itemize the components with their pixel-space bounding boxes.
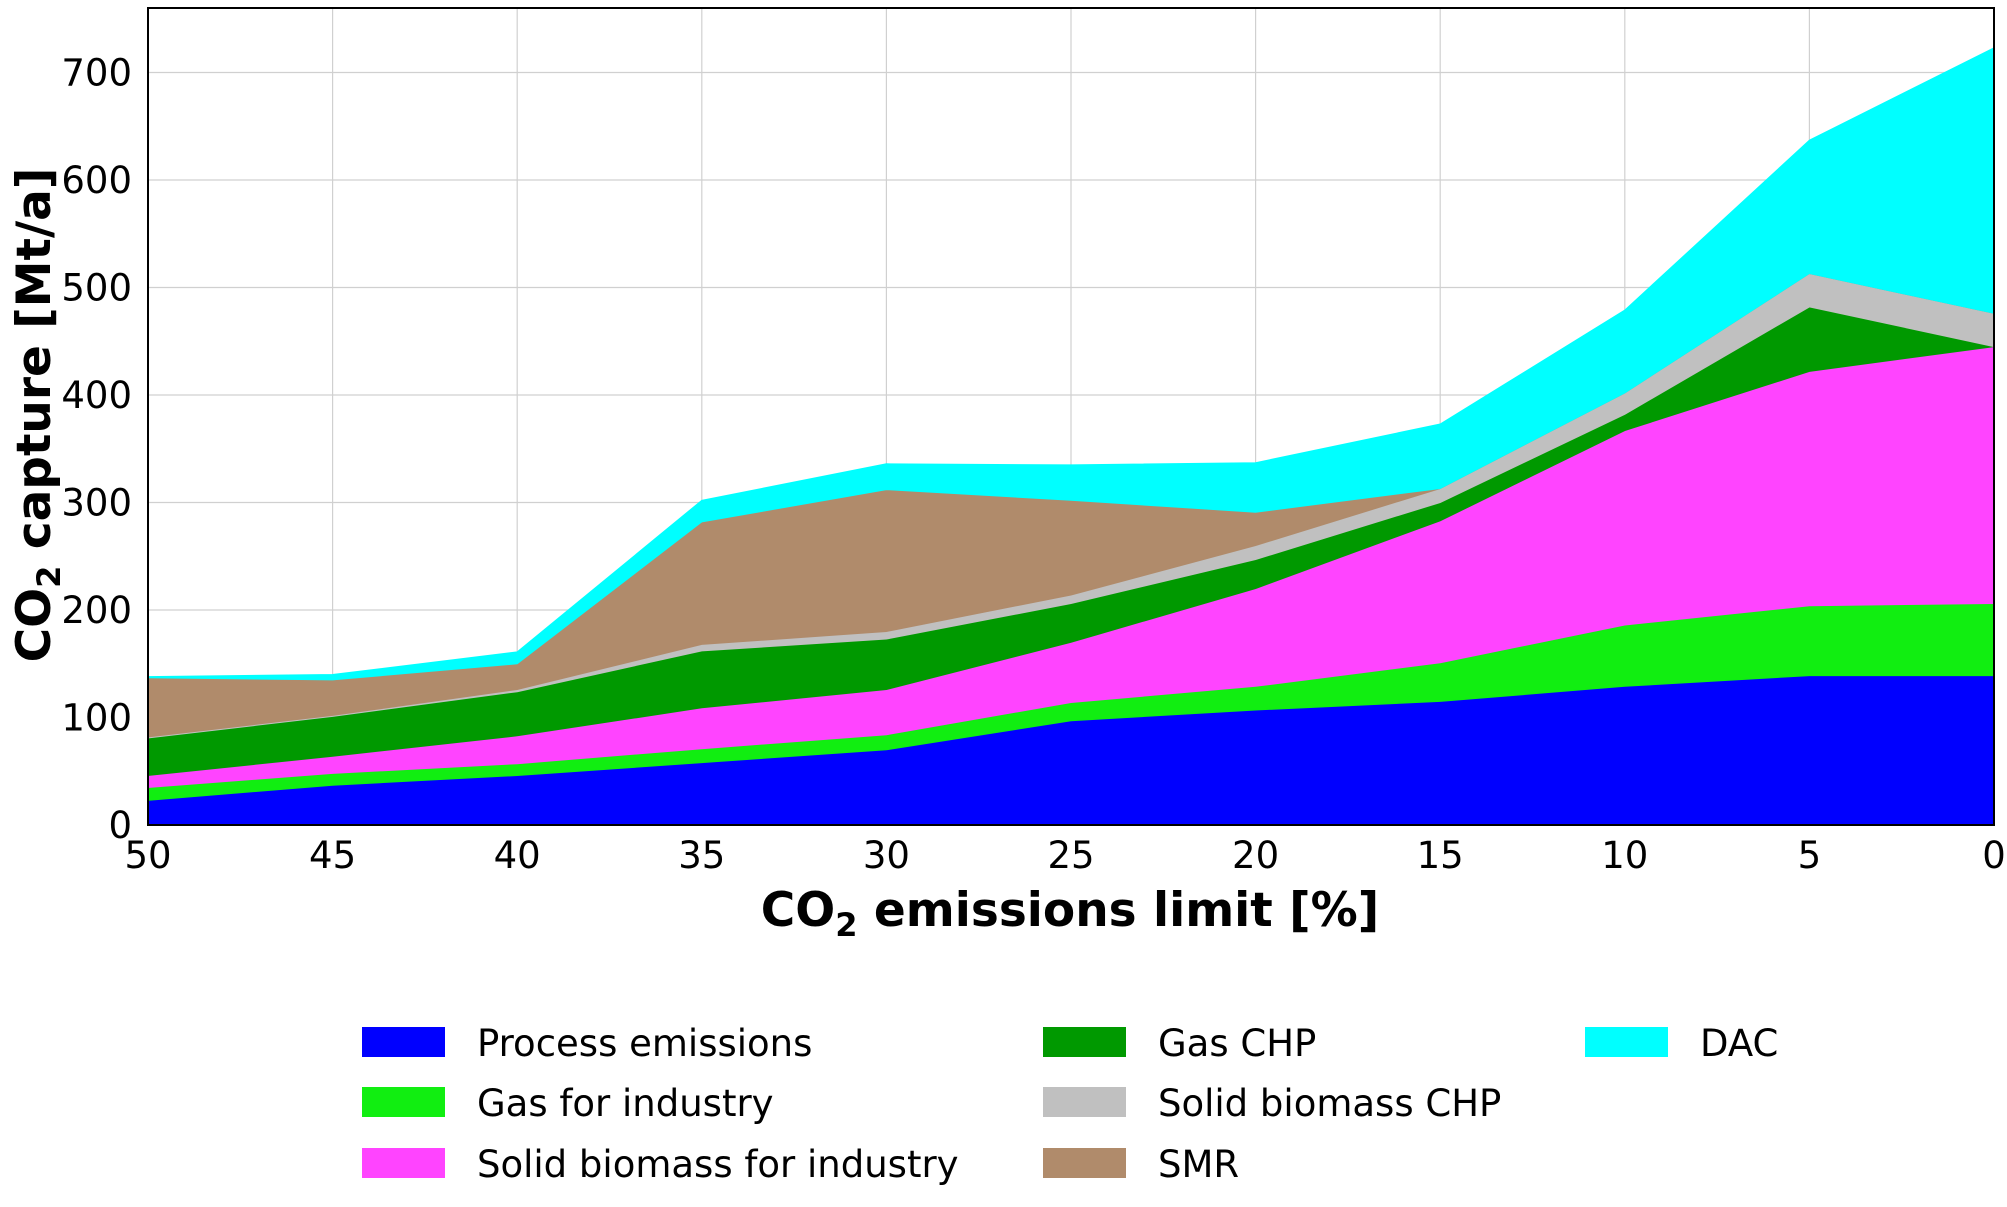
x-tick-label-30: 30 — [863, 834, 910, 877]
x-tick-label-20: 20 — [1232, 834, 1279, 877]
x-axis-title-sub: 2 — [835, 906, 857, 944]
legend-label-process-emissions: Process emissions — [477, 1022, 812, 1065]
x-axis-title-co: CO — [761, 883, 835, 938]
y-axis-ticks: 0 100 200 300 400 500 600 700 — [61, 52, 132, 848]
y-tick-label-300: 300 — [61, 482, 132, 525]
legend-swatch-solid-biomass-chp — [1043, 1087, 1126, 1117]
legend-item-solid-biomass-for-industry: Solid biomass for industry — [362, 1143, 959, 1186]
y-tick-label-400: 400 — [61, 374, 132, 417]
legend-swatch-gas-chp — [1043, 1027, 1126, 1057]
legend-label-solid-biomass-for-industry: Solid biomass for industry — [477, 1143, 959, 1186]
x-tick-label-50: 50 — [124, 834, 171, 877]
legend-swatch-process-emissions — [362, 1027, 445, 1057]
legend-swatch-dac — [1585, 1027, 1668, 1057]
plot-frame — [147, 7, 1995, 826]
legend-item-smr: SMR — [1043, 1143, 1239, 1186]
x-tick-label-5: 5 — [1798, 834, 1822, 877]
legend-item-dac: DAC — [1585, 1022, 1778, 1065]
legend-label-solid-biomass-chp: Solid biomass CHP — [1158, 1082, 1501, 1125]
y-tick-label-600: 600 — [61, 159, 132, 202]
x-axis-title-rest: emissions limit [%] — [858, 883, 1380, 938]
x-tick-label-15: 15 — [1417, 834, 1464, 877]
x-tick-label-25: 25 — [1047, 834, 1094, 877]
y-tick-label-100: 100 — [61, 697, 132, 740]
legend: Process emissions Gas for industry Solid b… — [362, 1022, 1778, 1186]
x-axis-title: CO2 emissions limit [%] — [761, 883, 1379, 944]
y-axis-title-rest: capture [Mt/a] — [7, 168, 62, 566]
stacked-areas — [147, 46, 1995, 826]
legend-label-smr: SMR — [1158, 1143, 1239, 1186]
legend-item-gas-for-industry: Gas for industry — [362, 1082, 774, 1125]
y-axis-title-co: CO — [7, 588, 62, 662]
y-tick-label-200: 200 — [61, 589, 132, 632]
legend-label-dac: DAC — [1700, 1022, 1778, 1065]
x-tick-label-10: 10 — [1601, 834, 1648, 877]
y-tick-label-700: 700 — [61, 52, 132, 95]
legend-item-solid-biomass-chp: Solid biomass CHP — [1043, 1082, 1501, 1125]
legend-item-process-emissions: Process emissions — [362, 1022, 812, 1065]
y-axis-title: CO2 capture [Mt/a] — [7, 168, 68, 663]
x-axis-ticks: 50 45 40 35 30 25 20 15 10 5 0 — [124, 834, 2005, 877]
legend-swatch-smr — [1043, 1148, 1126, 1178]
legend-swatch-solid-biomass-for-industry — [362, 1148, 445, 1178]
y-tick-label-0: 0 — [108, 804, 132, 847]
legend-item-gas-chp: Gas CHP — [1043, 1022, 1316, 1065]
y-axis-title-sub: 2 — [30, 566, 68, 588]
legend-swatch-gas-for-industry — [362, 1087, 445, 1117]
x-tick-label-45: 45 — [309, 834, 356, 877]
x-tick-label-35: 35 — [678, 834, 725, 877]
y-tick-label-500: 500 — [61, 267, 132, 310]
legend-label-gas-for-industry: Gas for industry — [477, 1082, 774, 1125]
x-tick-label-0: 0 — [1982, 834, 2006, 877]
x-tick-label-40: 40 — [494, 834, 541, 877]
legend-label-gas-chp: Gas CHP — [1158, 1022, 1316, 1065]
